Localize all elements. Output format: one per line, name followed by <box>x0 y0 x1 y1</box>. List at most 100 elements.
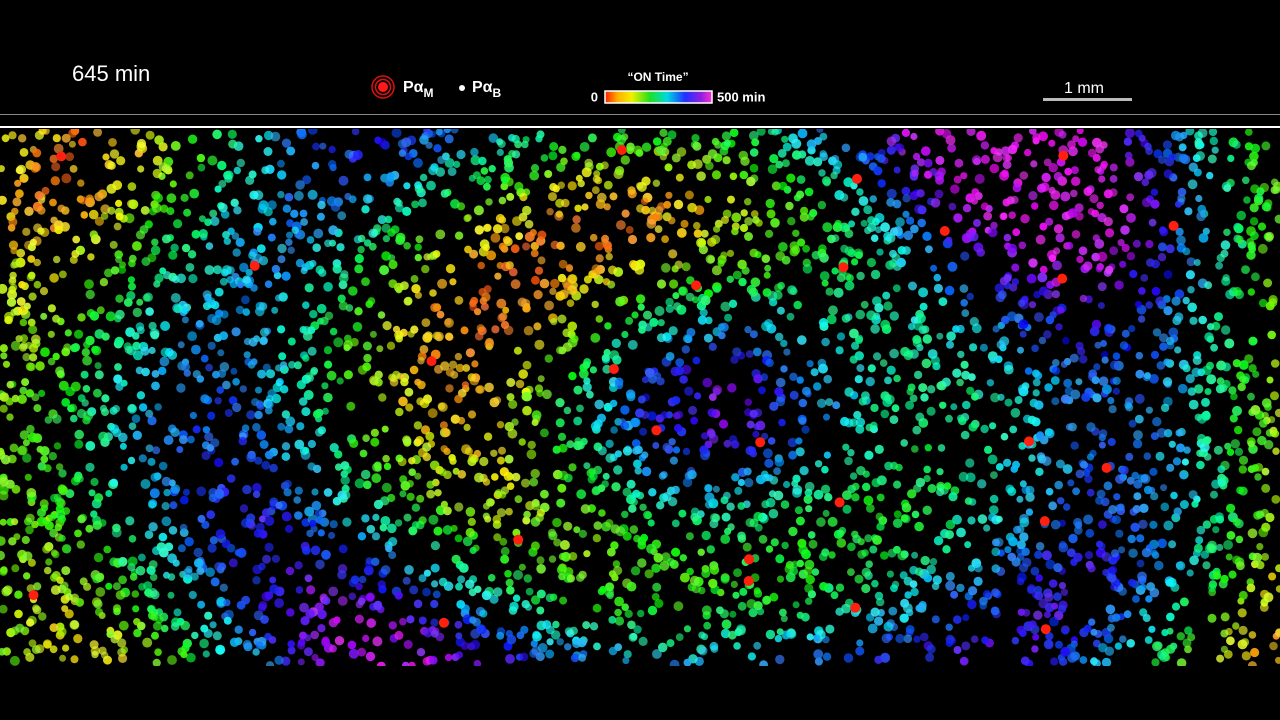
cell <box>816 398 827 408</box>
cell <box>227 129 237 139</box>
cell <box>119 442 127 450</box>
cell <box>93 388 102 398</box>
cell <box>1055 323 1063 331</box>
cell <box>61 398 71 407</box>
cell <box>1248 364 1257 373</box>
cell <box>747 652 757 661</box>
cell <box>848 220 856 228</box>
cell <box>382 454 390 463</box>
cell <box>257 369 267 379</box>
cell <box>281 452 291 461</box>
cell <box>413 421 423 430</box>
cell <box>749 163 759 173</box>
cell <box>668 438 676 446</box>
cell <box>267 233 276 242</box>
cell <box>954 158 964 168</box>
cell <box>403 640 413 649</box>
cell <box>964 541 972 549</box>
cell <box>893 510 902 519</box>
cell <box>555 398 565 408</box>
cell <box>1140 274 1149 282</box>
cell <box>1098 643 1108 653</box>
cell <box>563 406 572 415</box>
cell <box>15 166 24 175</box>
cell <box>416 397 425 406</box>
cell <box>94 362 102 370</box>
cell <box>361 205 370 214</box>
cell <box>455 651 463 659</box>
cell <box>481 590 492 601</box>
cell <box>12 197 22 207</box>
cell <box>1195 536 1204 545</box>
cell <box>1052 260 1062 271</box>
cell <box>1126 213 1136 223</box>
cell <box>317 529 325 537</box>
cell <box>62 507 71 515</box>
cell <box>869 195 877 203</box>
marker-cell <box>852 173 862 184</box>
cell <box>454 534 463 543</box>
cell <box>895 463 903 472</box>
cell <box>789 566 799 576</box>
cell <box>749 130 759 141</box>
cell <box>991 564 1001 573</box>
cell <box>1124 151 1133 160</box>
cell <box>1236 561 1245 571</box>
cell <box>1193 259 1201 266</box>
cell <box>1232 622 1240 630</box>
cell <box>248 170 257 179</box>
cell <box>207 341 216 350</box>
cell <box>836 273 846 283</box>
cell <box>448 454 456 462</box>
cell <box>529 170 540 181</box>
cell <box>1148 218 1157 227</box>
cell <box>742 542 752 552</box>
cell <box>1051 366 1061 375</box>
cell <box>454 620 463 629</box>
cell <box>85 524 94 533</box>
cell <box>522 516 531 525</box>
cell <box>1261 411 1269 420</box>
cell <box>593 170 601 178</box>
cell <box>1145 406 1153 414</box>
cell <box>1249 203 1259 213</box>
cell <box>614 596 624 607</box>
cell <box>94 370 104 380</box>
cell <box>692 159 703 170</box>
cell <box>259 337 268 346</box>
cell <box>1052 359 1060 367</box>
cell <box>204 611 213 620</box>
cell <box>836 332 846 341</box>
cell <box>455 632 463 640</box>
cell <box>675 173 684 182</box>
cell <box>907 489 917 499</box>
cell <box>556 498 566 508</box>
cell <box>1002 160 1012 170</box>
cell <box>917 205 927 215</box>
cell <box>334 450 343 459</box>
cell <box>889 249 897 258</box>
cell <box>158 366 167 376</box>
cell <box>307 462 316 471</box>
cell <box>49 273 59 283</box>
cell <box>1083 187 1093 196</box>
cell <box>510 279 521 290</box>
cell <box>1232 286 1242 297</box>
cell <box>1265 512 1275 523</box>
cell <box>1038 336 1047 345</box>
cell <box>8 131 17 140</box>
cell <box>1152 328 1162 337</box>
cell <box>135 565 146 576</box>
cell <box>94 329 105 339</box>
cell <box>355 582 363 591</box>
cell <box>167 553 178 564</box>
cell <box>49 645 58 654</box>
cell <box>856 639 864 647</box>
cell <box>1008 211 1016 219</box>
cell <box>34 130 45 140</box>
cell <box>149 573 158 581</box>
cell <box>583 275 592 284</box>
cell <box>891 404 900 413</box>
cell <box>620 421 630 430</box>
cell <box>286 146 296 156</box>
